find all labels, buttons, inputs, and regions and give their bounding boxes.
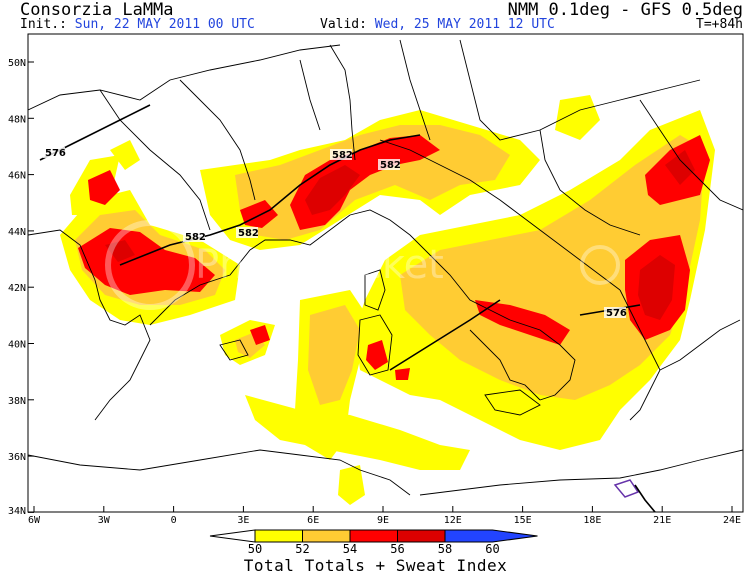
- contour-value-labels: 576 582 582 582 582 576: [43, 147, 627, 319]
- colorbar-tick-label: 54: [343, 542, 357, 556]
- contour-label: 576: [45, 148, 66, 159]
- colorbar-high-arrow: [444, 529, 538, 543]
- index-fields: Photobucket: [28, 39, 743, 512]
- init-value: Sun, 22 MAY 2011 00 UTC: [74, 17, 255, 32]
- init-time: Init.: Sun, 22 MAY 2011 00 UTC: [20, 17, 255, 32]
- lat-label: 36N: [8, 452, 26, 463]
- contour-label: 582: [380, 160, 401, 171]
- forecast-step: T=+84h: [696, 17, 743, 32]
- colorbar-tick-label: 50: [248, 542, 262, 556]
- lon-label: 21E: [653, 515, 671, 526]
- lat-label: 44N: [8, 227, 26, 238]
- latitude-labels: 50N 48N 46N 44N 42N 40N 38N 36N 34N: [8, 58, 34, 517]
- contour-label: 582: [185, 232, 206, 243]
- valid-label: Valid:: [320, 17, 367, 32]
- colorbar-low-arrow: [209, 529, 256, 543]
- contour-label: 576: [606, 308, 627, 319]
- lon-label: 3W: [98, 515, 111, 526]
- valid-time: Valid: Wed, 25 MAY 2011 12 UTC: [320, 17, 555, 32]
- colorbar-segment: [397, 529, 446, 543]
- colorbar-tick-label: 58: [438, 542, 452, 556]
- lat-label: 42N: [8, 283, 26, 294]
- contour-label: 582: [332, 150, 353, 161]
- lon-label: 9E: [377, 515, 389, 526]
- init-label: Init.:: [20, 17, 67, 32]
- lat-label: 48N: [8, 114, 26, 125]
- coastlines: [28, 39, 743, 496]
- colorbar-segment: [349, 529, 398, 543]
- colorbar-tick-label: 52: [295, 542, 309, 556]
- lon-label: 24E: [723, 515, 741, 526]
- lat-label: 38N: [8, 396, 26, 407]
- lon-label: 0: [171, 515, 177, 526]
- colorbar-tick-label: 56: [390, 542, 404, 556]
- lon-label: 3E: [237, 515, 249, 526]
- lon-label: 18E: [583, 515, 601, 526]
- lon-label: 6W: [28, 515, 41, 526]
- valid-value: Wed, 25 MAY 2011 12 UTC: [374, 17, 555, 32]
- lon-label: 6E: [307, 515, 319, 526]
- lat-label: 46N: [8, 171, 26, 182]
- map-frame: [27, 33, 744, 513]
- colorbar-segment: [302, 529, 351, 543]
- longitude-labels: 6W 3W 0 3E 6E 9E 12E 15E 18E 21E 24E: [28, 506, 741, 526]
- legend-colorbar: 50 52 54 56 58 60: [209, 529, 538, 556]
- photobucket-watermark: Photobucket: [105, 220, 620, 310]
- legend-title: Total Totals + Sweat Index: [243, 556, 508, 575]
- lat-label: 40N: [8, 340, 26, 351]
- watermark-text: Photobucket: [195, 242, 444, 288]
- contour-label: 582: [238, 228, 259, 239]
- lat-label: 34N: [8, 506, 26, 517]
- lat-label: 50N: [8, 58, 26, 69]
- lon-label: 12E: [444, 515, 462, 526]
- lon-label: 15E: [514, 515, 532, 526]
- map-title: Consorzia LaMMa: [20, 0, 174, 20]
- model-name: NMM 0.1deg - GFS 0.5deg: [507, 0, 743, 20]
- colorbar-segment: [254, 529, 303, 543]
- colorbar-tick-label: 60: [485, 542, 499, 556]
